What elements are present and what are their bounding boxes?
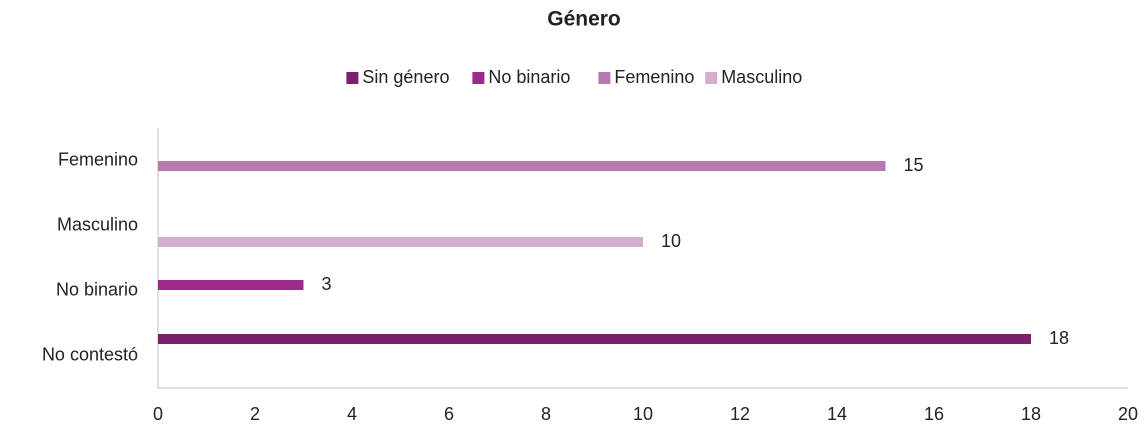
x-tick-label: 2 (250, 404, 260, 424)
x-tick-label: 0 (153, 404, 163, 424)
bar (158, 334, 1031, 344)
x-tick-label: 18 (1021, 404, 1041, 424)
x-tick-label: 16 (924, 404, 944, 424)
bar (158, 280, 304, 290)
y-tick-label: No binario (56, 279, 138, 299)
x-tick-label: 10 (633, 404, 653, 424)
x-tick-label: 8 (541, 404, 551, 424)
chart-title: Género (547, 8, 621, 31)
y-tick-label: No contestó (42, 344, 138, 364)
data-label: 10 (661, 231, 681, 251)
x-tick-label: 14 (827, 404, 847, 424)
legend-label: No binario (488, 67, 570, 87)
x-tick-label: 4 (347, 404, 357, 424)
legend-swatch (598, 72, 611, 84)
x-tick-label: 20 (1118, 404, 1138, 424)
bar (158, 237, 643, 247)
x-tick-label: 12 (730, 404, 750, 424)
data-label: 15 (904, 155, 924, 175)
legend-label: Femenino (614, 67, 694, 87)
data-label: 18 (1049, 328, 1069, 348)
y-tick-label: Masculino (57, 214, 138, 234)
x-tick-label: 6 (444, 404, 454, 424)
legend-swatch (346, 72, 359, 84)
legend-label: Masculino (721, 67, 802, 87)
legend-swatch (705, 72, 718, 84)
legend-swatch (472, 72, 485, 84)
data-label: 3 (322, 274, 332, 294)
bar (158, 161, 886, 171)
y-tick-label: Femenino (58, 149, 138, 169)
legend-label: Sin género (362, 67, 449, 87)
